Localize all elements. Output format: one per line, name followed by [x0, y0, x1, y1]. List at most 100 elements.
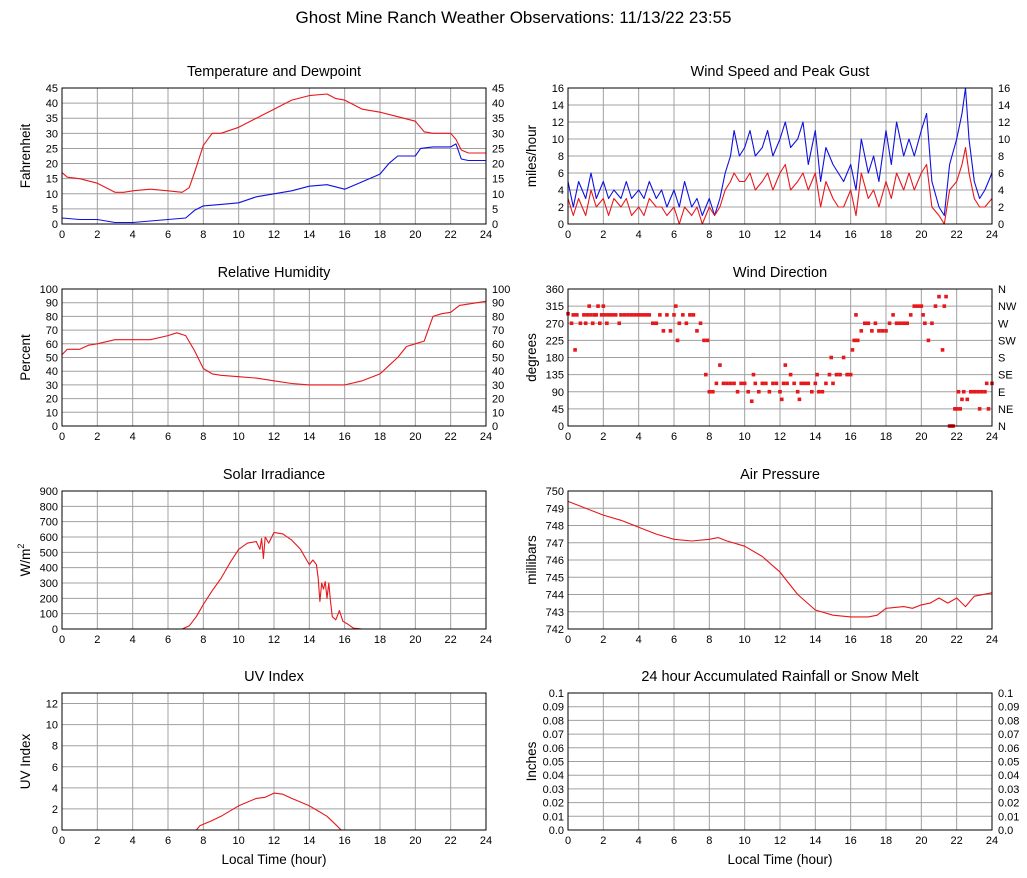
x-tick-label: 14 — [809, 229, 821, 241]
data-point — [585, 313, 590, 317]
data-point — [944, 294, 948, 299]
data-point — [961, 389, 966, 394]
x-tick-label: 22 — [445, 229, 457, 241]
data-point — [601, 304, 606, 308]
data-point — [665, 313, 669, 317]
data-point — [933, 304, 938, 308]
data-point — [749, 399, 754, 404]
x-tick-label: 2 — [600, 634, 606, 646]
x-tick-label: 12 — [268, 634, 280, 646]
data-point — [891, 313, 895, 317]
x-tick-label: 4 — [130, 229, 136, 241]
x-tick-label: 10 — [233, 229, 245, 241]
y-tick-label-right: 14 — [998, 100, 1010, 112]
y-axis-label: Inches — [524, 741, 539, 781]
series-line-red — [61, 300, 487, 386]
plot-frame — [61, 692, 487, 831]
x-tick-label: 10 — [739, 229, 751, 241]
x-tick-label: 20 — [915, 634, 927, 646]
data-point — [688, 313, 692, 317]
data-point — [596, 304, 600, 308]
x-tick-label: 12 — [774, 835, 786, 847]
y-tick-label-right: 0.07 — [998, 729, 1019, 741]
data-point — [977, 407, 982, 411]
data-point — [848, 372, 853, 377]
x-tick-label: 16 — [845, 229, 857, 241]
data-point — [854, 313, 858, 317]
x-tick-label: 4 — [130, 835, 136, 847]
x-tick-label: 16 — [845, 431, 857, 443]
data-point — [894, 321, 899, 326]
x-tick-label: 12 — [268, 835, 280, 847]
series-line-red — [62, 531, 486, 630]
x-tick-label: 22 — [445, 431, 457, 443]
y-tick-label: 100 — [40, 609, 58, 621]
y-tick-label: 748 — [546, 521, 564, 533]
y-tick-label: 8 — [52, 741, 58, 753]
series-line-blue — [567, 87, 993, 217]
data-point — [887, 321, 892, 326]
data-point — [908, 313, 913, 317]
y-tick-label: 747 — [546, 538, 564, 550]
data-point — [742, 381, 747, 386]
data-point — [956, 389, 961, 394]
x-tick-label: 0 — [59, 229, 65, 241]
x-tick-label: 20 — [409, 229, 421, 241]
data-point — [684, 321, 689, 326]
plot-frame — [61, 288, 487, 427]
y-tick-label: 0.07 — [543, 729, 564, 741]
y-axis-label: Fahrenheit — [18, 123, 33, 188]
y-tick-label: 135 — [546, 370, 564, 382]
y-tick-label: 6 — [52, 762, 58, 774]
x-tick-label: 20 — [409, 431, 421, 443]
data-point — [711, 389, 715, 394]
x-tick-label: 10 — [739, 835, 751, 847]
x-tick-label: 0 — [565, 431, 571, 443]
y-tick-label: 746 — [546, 555, 564, 567]
data-point — [942, 304, 947, 308]
y-tick-label-right: E — [998, 387, 1005, 399]
y-tick-label: 16 — [552, 83, 564, 95]
data-point — [937, 294, 941, 299]
x-tick-label: 20 — [915, 431, 927, 443]
y-tick-label: 900 — [40, 486, 58, 498]
data-point — [721, 381, 726, 386]
data-point — [681, 313, 685, 317]
y-tick-label: 40 — [46, 98, 58, 110]
plot-frame — [567, 692, 993, 831]
data-point — [705, 338, 710, 343]
y-tick-label: 0.01 — [543, 811, 564, 823]
y-tick-label-right: 30 — [492, 380, 504, 392]
x-tick-label: 16 — [845, 634, 857, 646]
data-point — [797, 397, 802, 402]
x-tick-label: 2 — [94, 634, 100, 646]
x-tick-label: 14 — [303, 835, 315, 847]
data-point — [617, 321, 622, 326]
x-tick-label: 16 — [339, 835, 351, 847]
data-point — [783, 363, 788, 367]
data-point — [841, 355, 846, 360]
y-tick-label-right: 35 — [492, 113, 504, 125]
data-point — [590, 321, 595, 326]
x-tick-label: 6 — [671, 229, 677, 241]
y-tick-label-right: SW — [998, 335, 1016, 347]
y-tick-label: 0.0 — [549, 825, 564, 837]
y-tick-label-right: N — [998, 284, 1006, 296]
data-point — [916, 304, 920, 308]
y-tick-label: 20 — [46, 394, 58, 406]
y-tick-label-right: 16 — [998, 83, 1010, 95]
x-tick-label: 16 — [845, 835, 857, 847]
data-point — [877, 329, 881, 333]
y-tick-label: 15 — [46, 174, 58, 186]
data-point — [767, 389, 772, 394]
plot-frame — [567, 288, 993, 427]
y-tick-label: 6 — [558, 168, 564, 180]
series-line-red — [61, 93, 486, 193]
y-tick-label: 0.06 — [543, 743, 564, 755]
x-tick-label: 0 — [565, 634, 571, 646]
data-point — [583, 321, 588, 326]
data-point — [661, 329, 666, 333]
x-tick-label: 0 — [59, 835, 65, 847]
